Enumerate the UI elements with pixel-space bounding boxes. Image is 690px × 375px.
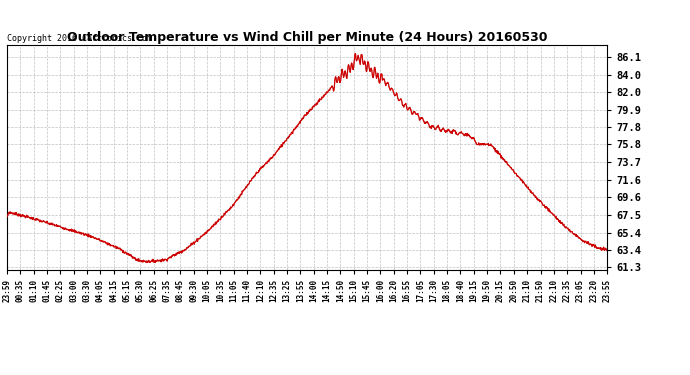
Text: Copyright 2016 Cartronics.com: Copyright 2016 Cartronics.com — [7, 34, 152, 43]
Title: Outdoor Temperature vs Wind Chill per Minute (24 Hours) 20160530: Outdoor Temperature vs Wind Chill per Mi… — [67, 31, 547, 44]
